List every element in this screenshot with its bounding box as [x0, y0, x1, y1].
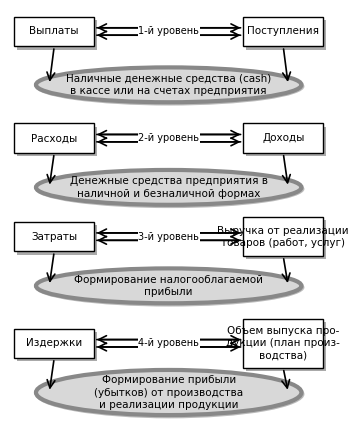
FancyBboxPatch shape: [17, 225, 97, 255]
Text: Расходы: Расходы: [31, 133, 77, 143]
FancyBboxPatch shape: [243, 17, 323, 46]
Text: Поступления: Поступления: [247, 26, 319, 36]
Text: Формирование прибыли
(убытков) от производства
и реализации продукции: Формирование прибыли (убытков) от произв…: [94, 375, 243, 410]
FancyBboxPatch shape: [17, 332, 97, 361]
Ellipse shape: [35, 268, 305, 307]
Text: Доходы: Доходы: [262, 133, 305, 143]
Text: Наличные денежные средства (cash)
в кассе или на счетах предприятия: Наличные денежные средства (cash) в касс…: [66, 74, 271, 96]
Text: 2-й уровень: 2-й уровень: [138, 133, 199, 143]
FancyBboxPatch shape: [246, 20, 326, 50]
FancyBboxPatch shape: [14, 17, 94, 46]
Text: Объем выпуска про-
дукции (план произ-
водства): Объем выпуска про- дукции (план произ- в…: [226, 326, 340, 360]
Text: 4-й уровень: 4-й уровень: [138, 338, 199, 348]
Text: Выручка от реализации
товаров (работ, услуг): Выручка от реализации товаров (работ, ус…: [217, 226, 349, 248]
FancyBboxPatch shape: [243, 123, 323, 153]
FancyBboxPatch shape: [246, 322, 326, 371]
Text: Денежные средства предприятия в
наличной и безналичной формах: Денежные средства предприятия в наличной…: [70, 176, 268, 198]
Text: 1-й уровень: 1-й уровень: [138, 26, 199, 36]
Ellipse shape: [35, 67, 305, 106]
Ellipse shape: [35, 370, 305, 418]
FancyBboxPatch shape: [17, 127, 97, 156]
FancyBboxPatch shape: [246, 220, 326, 259]
FancyBboxPatch shape: [14, 222, 94, 251]
FancyBboxPatch shape: [246, 127, 326, 156]
Ellipse shape: [35, 170, 305, 208]
Text: Издержки: Издержки: [26, 338, 82, 348]
FancyBboxPatch shape: [243, 217, 323, 256]
FancyBboxPatch shape: [17, 20, 97, 50]
Ellipse shape: [36, 67, 301, 102]
FancyBboxPatch shape: [243, 319, 323, 368]
FancyBboxPatch shape: [14, 329, 94, 358]
Text: 3-й уровень: 3-й уровень: [138, 232, 199, 242]
Ellipse shape: [36, 170, 301, 205]
Text: Затраты: Затраты: [31, 232, 77, 242]
Ellipse shape: [36, 370, 301, 415]
Text: Формирование налогооблагаемой
прибыли: Формирование налогооблагаемой прибыли: [74, 275, 263, 297]
FancyBboxPatch shape: [14, 123, 94, 153]
Ellipse shape: [36, 268, 301, 303]
Text: Выплаты: Выплаты: [30, 26, 79, 36]
